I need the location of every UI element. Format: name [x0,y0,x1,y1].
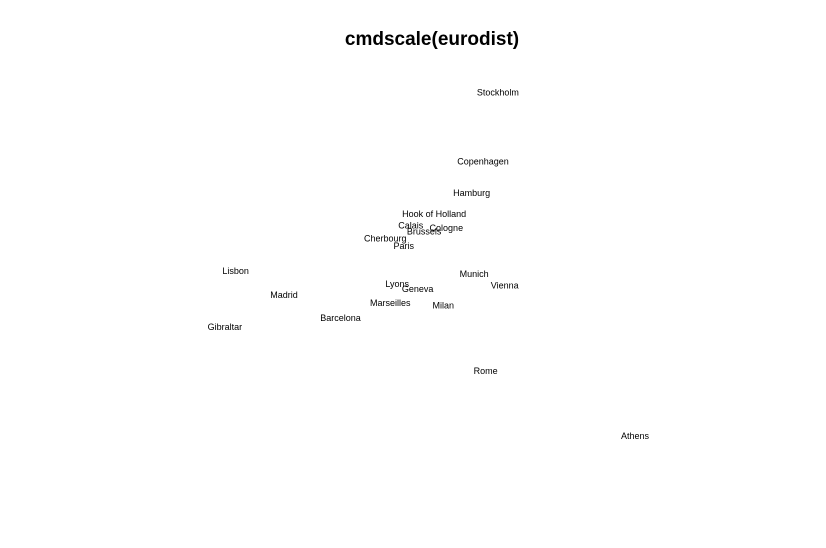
point-label: Brussels [407,226,442,236]
point-label: Cherbourg [364,234,407,244]
point-label: Copenhagen [457,156,509,166]
point-label: Lyons [385,279,409,289]
point-label: Marseilles [370,298,411,308]
chart-title: cmdscale(eurodist) [345,29,519,50]
point-label: Vienna [491,281,519,291]
point-label: Milan [432,301,454,311]
point-label: Gibraltar [208,322,243,332]
point-label: Athens [621,431,650,441]
point-label: Munich [460,269,489,279]
point-label: Hook of Holland [402,209,466,219]
point-label: Barcelona [320,313,361,323]
point-label: Stockholm [477,88,519,98]
point-label: Hamburg [453,188,490,198]
point-label: Cologne [430,223,464,233]
point-label: Geneva [402,284,434,294]
point-label: Rome [474,366,498,376]
point-label: Paris [393,241,414,251]
point-label: Madrid [270,290,298,300]
point-label: Lisbon [222,266,249,276]
point-label: Calais [398,221,424,231]
